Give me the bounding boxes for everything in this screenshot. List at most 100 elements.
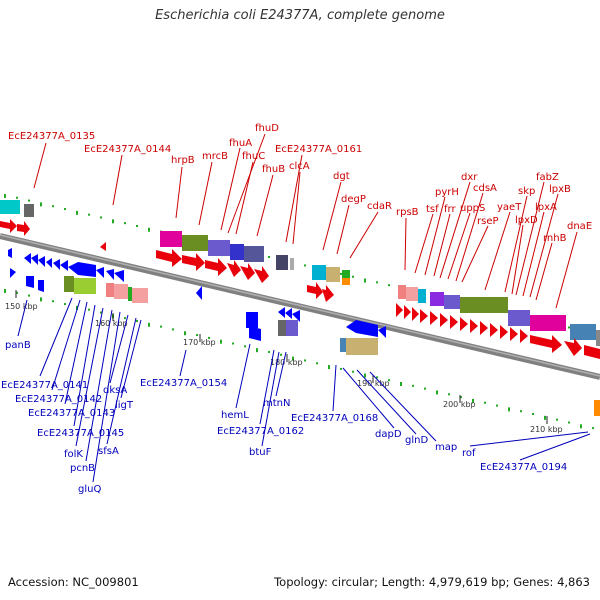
gc-tick bbox=[580, 424, 582, 429]
feature-box bbox=[406, 287, 418, 301]
gene-arrow bbox=[106, 269, 114, 280]
feature-box bbox=[0, 200, 20, 214]
gc-tick bbox=[364, 278, 366, 283]
gene-label: folK bbox=[64, 449, 83, 460]
feature-box bbox=[594, 400, 600, 416]
feature-box bbox=[342, 278, 350, 285]
gene-label: uppS bbox=[460, 203, 485, 214]
gc-tick bbox=[592, 427, 594, 430]
gene-arrow bbox=[307, 282, 323, 299]
feature-box bbox=[160, 231, 182, 247]
gene-arrow bbox=[510, 327, 518, 341]
gene-arrow bbox=[68, 262, 96, 277]
gc-tick bbox=[100, 311, 102, 314]
gene-label: rseP bbox=[477, 216, 499, 227]
gene-label: fhuD bbox=[255, 123, 279, 134]
gene-label: EcE24377A_0145 bbox=[37, 428, 124, 439]
gc-tick bbox=[448, 393, 450, 396]
gc-tick bbox=[388, 379, 390, 382]
feature-boxes bbox=[0, 200, 600, 416]
feature-box bbox=[278, 320, 286, 336]
gc-tick bbox=[496, 404, 498, 407]
gc-tick bbox=[4, 288, 6, 293]
genome-title: Escherichia coli E24377A, complete genom… bbox=[155, 8, 445, 23]
tick-label: 210 kbp bbox=[530, 425, 563, 434]
gene-arrow bbox=[420, 309, 428, 323]
gene-label: dksA bbox=[103, 385, 127, 396]
feature-box bbox=[128, 287, 132, 301]
gene-arrow bbox=[490, 323, 498, 337]
gc-tick bbox=[88, 308, 90, 311]
gene-label: skp bbox=[518, 186, 535, 197]
feature-box bbox=[230, 244, 244, 260]
gc-tick bbox=[424, 387, 426, 390]
gene-arrow bbox=[480, 321, 488, 335]
gene-arrow bbox=[205, 258, 227, 276]
gc-tick bbox=[184, 331, 186, 336]
gc-tick bbox=[100, 216, 102, 219]
gc-tick bbox=[268, 255, 270, 258]
top-labels bbox=[33, 133, 578, 309]
gene-arrow bbox=[24, 253, 31, 264]
feature-box bbox=[508, 310, 530, 326]
feature-box bbox=[418, 289, 426, 303]
gc-tick bbox=[520, 410, 522, 413]
gc-tick bbox=[148, 227, 150, 232]
feature-box bbox=[596, 330, 600, 346]
gene-label: lpxA bbox=[535, 202, 557, 213]
gc-tick bbox=[136, 224, 138, 227]
gene-arrow bbox=[31, 254, 38, 265]
backbone bbox=[0, 233, 600, 380]
feature-box bbox=[182, 235, 208, 251]
gene-label: panB bbox=[5, 340, 31, 351]
gene-arrow bbox=[292, 310, 300, 322]
gc-tick bbox=[484, 401, 486, 404]
gene-arrow bbox=[520, 329, 528, 343]
gc-tick bbox=[112, 219, 114, 224]
gc-tick bbox=[232, 342, 234, 345]
tick-label: 200 kbp bbox=[443, 400, 476, 409]
gc-tick bbox=[64, 303, 66, 306]
gene-label: fabZ bbox=[536, 172, 559, 183]
gc-tick bbox=[304, 264, 306, 267]
tick-label: 190 kbp bbox=[357, 379, 390, 388]
gene-label: EcE24377A_0162 bbox=[217, 426, 304, 437]
gc-tick bbox=[16, 196, 18, 199]
gene-label: dgt bbox=[333, 171, 350, 182]
feature-box bbox=[312, 265, 326, 280]
gene-label: yaeT bbox=[497, 202, 522, 213]
gc-tick bbox=[376, 281, 378, 284]
gene-arrow bbox=[38, 280, 44, 292]
gene-label: dxr bbox=[461, 172, 478, 183]
gc-tick bbox=[172, 328, 174, 331]
gc-tick bbox=[88, 213, 90, 216]
gene-arrow bbox=[196, 286, 202, 300]
gc-tick bbox=[124, 317, 126, 320]
gene-label: EcE24377A_0194 bbox=[480, 462, 567, 473]
gc-tick bbox=[256, 348, 258, 353]
gene-arrow bbox=[46, 258, 52, 268]
gc-tick bbox=[64, 208, 66, 211]
gene-arrow bbox=[254, 266, 269, 283]
gene-arrow bbox=[114, 270, 124, 282]
gene-label: mtnN bbox=[263, 398, 290, 409]
topology-text: Topology: circular; Length: 4,979,619 bp… bbox=[274, 575, 590, 589]
gc-tick bbox=[136, 319, 138, 322]
gene-label: EcE24377A_0142 bbox=[15, 394, 102, 405]
tick-label: 170 kbp bbox=[183, 338, 216, 347]
gene-arrow bbox=[8, 248, 12, 258]
gc-tick bbox=[28, 294, 30, 297]
gene-arrow bbox=[564, 338, 582, 356]
ruler: 150 kbp 160 kbp 170 kbp 180 kbp 190 kbp … bbox=[5, 290, 563, 434]
feature-box bbox=[244, 246, 264, 262]
gc-tick bbox=[196, 334, 198, 337]
gc-tick bbox=[160, 325, 162, 328]
gc-tick bbox=[148, 322, 150, 327]
gc-tick bbox=[292, 356, 294, 361]
gene-label: hemL bbox=[221, 410, 249, 421]
gene-arrow bbox=[470, 319, 478, 333]
gene-label: glnD bbox=[405, 435, 428, 446]
gc-tick bbox=[388, 284, 390, 287]
feature-box bbox=[114, 284, 128, 299]
gc-tick bbox=[352, 275, 354, 278]
